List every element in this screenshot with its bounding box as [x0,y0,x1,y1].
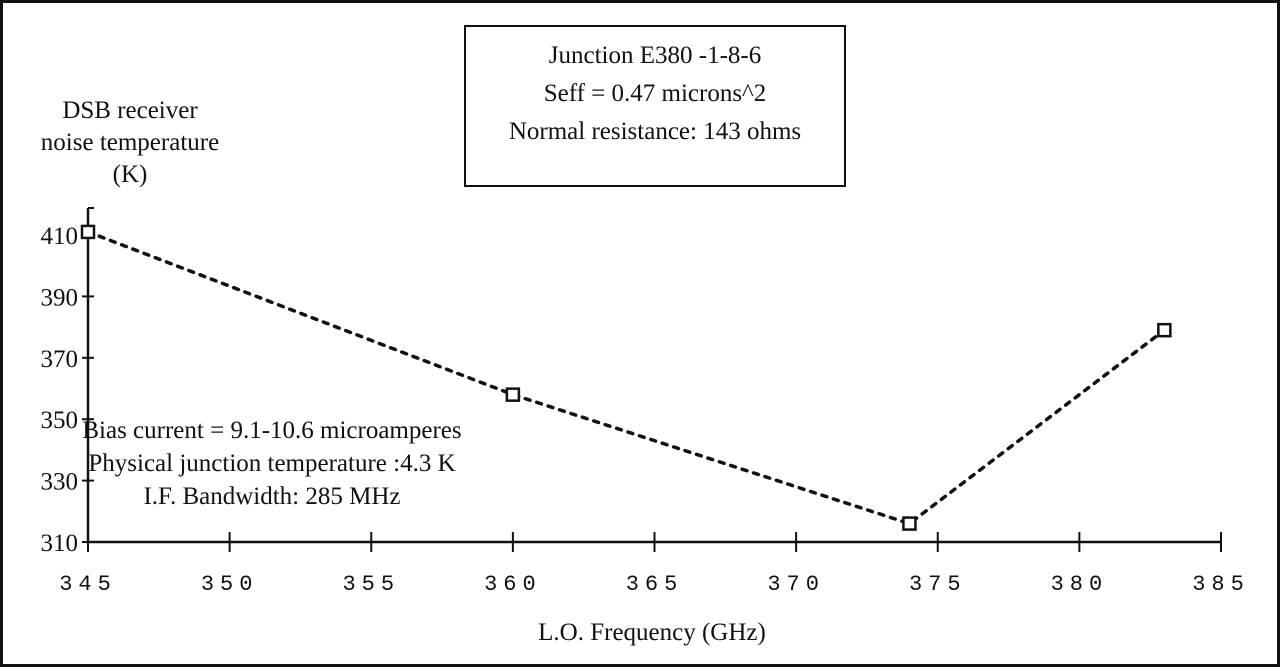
y-axis-label-line-3: (K) [113,161,148,188]
y-tick-label: 350 [41,407,79,434]
y-axis-label-line-1: DSB receiver [62,97,198,124]
conditions-line-1: Bias current = 9.1-10.6 microamperes [82,417,461,444]
x-tick-label: 375 [909,572,967,597]
x-tick-label: 365 [626,572,684,597]
conditions-line-3: I.F. Bandwidth: 285 MHz [143,483,400,510]
info-box-line-2: Seff = 0.47 microns^2 [544,80,767,107]
y-tick-label: 330 [41,469,79,496]
x-tick-label: 350 [201,572,259,597]
axes: 345 350 355 360 365 370 375 380 385 310 330 350 370 3… [41,207,1250,597]
conditions-line-2: Physical junction temperature :4.3 K [88,450,455,477]
conditions-annotation: Bias current = 9.1-10.6 microamperes Phy… [82,417,461,510]
y-axis-label: DSB receiver noise temperature (K) [41,97,219,188]
series-line [86,230,1167,526]
y-tick-label: 370 [41,346,79,373]
y-tick-label: 390 [41,284,79,311]
x-axis-label: L.O. Frequency (GHz) [538,619,766,646]
x-tick-label: 385 [1192,572,1250,597]
info-box-line-1: Junction E380 -1-8-6 [549,42,761,69]
data-point-marker [505,387,521,402]
x-tick-label: 380 [1051,572,1109,597]
y-tick-label: 310 [41,530,79,557]
x-tick-label: 355 [342,572,400,597]
info-box-frame [464,25,846,187]
y-tick-label: 410 [41,223,79,250]
data-point-marker [1157,322,1172,338]
info-box: Junction E380 -1-8-6 Seff = 0.47 microns… [464,25,846,187]
x-tick-label: 360 [484,572,542,597]
info-box-line-3: Normal resistance: 143 ohms [509,118,801,145]
data-point-marker [902,516,917,531]
x-tick-label: 345 [59,572,117,597]
x-tick-label: 370 [767,572,825,597]
data-point-marker [80,224,96,240]
y-axis-label-line-2: noise temperature [41,129,219,156]
series-group [80,224,1172,531]
